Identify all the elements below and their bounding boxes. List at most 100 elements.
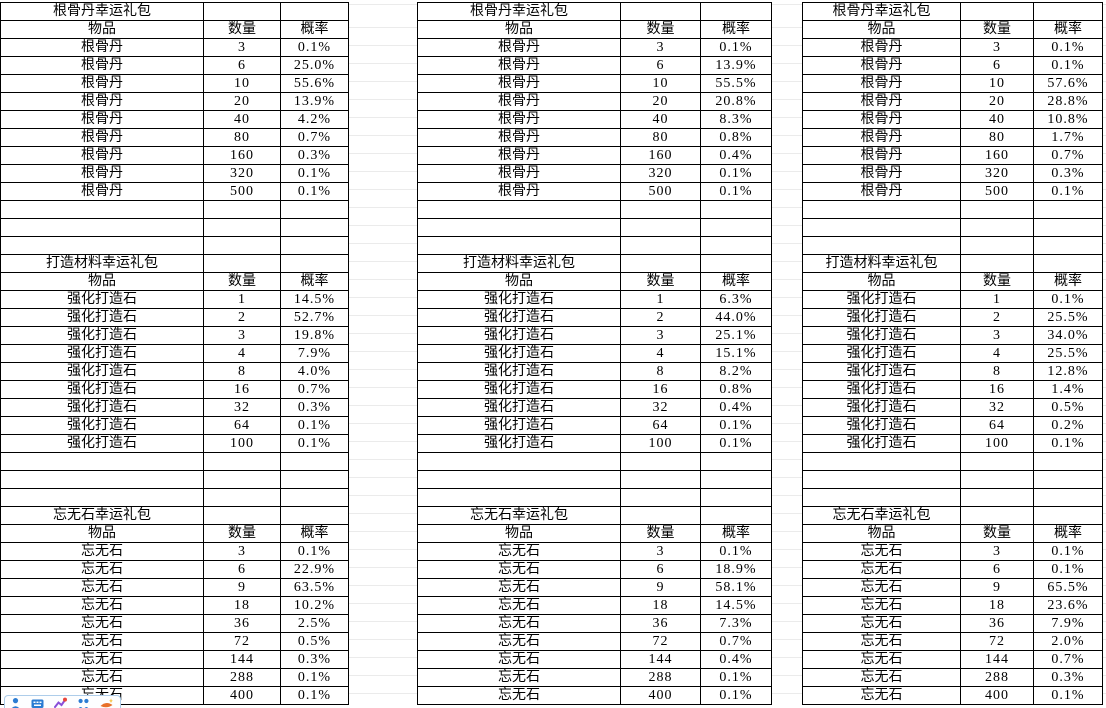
probability-cell[interactable]: 0.7%: [1034, 651, 1103, 669]
empty-cell[interactable]: [1034, 201, 1103, 219]
item-cell[interactable]: 强化打造石: [1, 399, 204, 417]
quantity-cell[interactable]: 4: [621, 345, 701, 363]
quantity-cell[interactable]: 64: [621, 417, 701, 435]
empty-cell[interactable]: [961, 255, 1034, 273]
probability-cell[interactable]: 0.1%: [281, 669, 349, 687]
users-icon[interactable]: [77, 697, 90, 708]
quantity-cell[interactable]: 40: [621, 111, 701, 129]
empty-cell[interactable]: [204, 237, 281, 255]
empty-cell[interactable]: [281, 453, 349, 471]
quantity-cell[interactable]: 2: [961, 309, 1034, 327]
item-cell[interactable]: 强化打造石: [803, 417, 961, 435]
item-cell[interactable]: 忘无石: [1, 543, 204, 561]
probability-cell[interactable]: 0.1%: [281, 543, 349, 561]
item-cell[interactable]: 忘无石: [1, 615, 204, 633]
item-cell[interactable]: 根骨丹: [1, 111, 204, 129]
item-cell[interactable]: 忘无石: [418, 651, 621, 669]
quantity-cell[interactable]: 32: [204, 399, 281, 417]
quantity-cell[interactable]: 100: [961, 435, 1034, 453]
probability-cell[interactable]: 22.9%: [281, 561, 349, 579]
probability-cell[interactable]: 8.3%: [701, 111, 772, 129]
empty-cell[interactable]: [204, 489, 281, 507]
quantity-cell[interactable]: 1: [621, 291, 701, 309]
quantity-cell[interactable]: 500: [204, 183, 281, 201]
quantity-cell[interactable]: 8: [204, 363, 281, 381]
item-cell[interactable]: 强化打造石: [803, 363, 961, 381]
empty-cell[interactable]: [281, 219, 349, 237]
quantity-cell[interactable]: 2: [204, 309, 281, 327]
item-cell[interactable]: 强化打造石: [418, 399, 621, 417]
quantity-cell[interactable]: 4: [204, 345, 281, 363]
item-cell[interactable]: 强化打造石: [1, 345, 204, 363]
empty-cell[interactable]: [961, 453, 1034, 471]
probability-cell[interactable]: 34.0%: [1034, 327, 1103, 345]
item-cell[interactable]: 强化打造石: [1, 417, 204, 435]
item-cell[interactable]: 忘无石: [803, 651, 961, 669]
item-cell[interactable]: 忘无石: [418, 561, 621, 579]
empty-cell[interactable]: [1, 453, 204, 471]
item-cell[interactable]: 忘无石: [803, 687, 961, 705]
empty-cell[interactable]: [1034, 471, 1103, 489]
item-cell[interactable]: 忘无石: [418, 633, 621, 651]
probability-cell[interactable]: 65.5%: [1034, 579, 1103, 597]
probability-cell[interactable]: 13.9%: [281, 93, 349, 111]
whale-icon[interactable]: [100, 697, 113, 708]
quantity-cell[interactable]: 10: [961, 75, 1034, 93]
item-cell[interactable]: 根骨丹: [803, 75, 961, 93]
empty-cell[interactable]: [961, 507, 1034, 525]
quantity-cell[interactable]: 3: [961, 543, 1034, 561]
item-cell[interactable]: 忘无石: [803, 615, 961, 633]
column-header-cell[interactable]: 数量: [961, 273, 1034, 291]
column-header-cell[interactable]: 物品: [418, 21, 621, 39]
empty-cell[interactable]: [803, 219, 961, 237]
column-header-cell[interactable]: 数量: [961, 21, 1034, 39]
probability-cell[interactable]: 0.1%: [1034, 291, 1103, 309]
quantity-cell[interactable]: 500: [961, 183, 1034, 201]
probability-cell[interactable]: 25.0%: [281, 57, 349, 75]
probability-cell[interactable]: 14.5%: [701, 597, 772, 615]
quantity-cell[interactable]: 1: [961, 291, 1034, 309]
item-cell[interactable]: 根骨丹: [418, 39, 621, 57]
column-header-cell[interactable]: 物品: [803, 273, 961, 291]
column-header-cell[interactable]: 数量: [621, 21, 701, 39]
empty-cell[interactable]: [1034, 237, 1103, 255]
quantity-cell[interactable]: 8: [621, 363, 701, 381]
quantity-cell[interactable]: 144: [961, 651, 1034, 669]
probability-cell[interactable]: 52.7%: [281, 309, 349, 327]
section-title-cell[interactable]: 打造材料幸运礼包: [803, 255, 961, 273]
item-cell[interactable]: 根骨丹: [1, 147, 204, 165]
empty-cell[interactable]: [281, 471, 349, 489]
probability-cell[interactable]: 0.1%: [281, 183, 349, 201]
quantity-cell[interactable]: 16: [621, 381, 701, 399]
item-cell[interactable]: 根骨丹: [1, 165, 204, 183]
item-cell[interactable]: 强化打造石: [803, 309, 961, 327]
quantity-cell[interactable]: 9: [204, 579, 281, 597]
item-cell[interactable]: 根骨丹: [1, 93, 204, 111]
probability-cell[interactable]: 0.1%: [701, 417, 772, 435]
quantity-cell[interactable]: 80: [961, 129, 1034, 147]
quantity-cell[interactable]: 3: [961, 39, 1034, 57]
empty-cell[interactable]: [621, 507, 701, 525]
quantity-cell[interactable]: 160: [204, 147, 281, 165]
item-cell[interactable]: 强化打造石: [803, 345, 961, 363]
section-title-cell[interactable]: 根骨丹幸运礼包: [418, 3, 621, 21]
item-cell[interactable]: 根骨丹: [418, 57, 621, 75]
quantity-cell[interactable]: 16: [204, 381, 281, 399]
probability-cell[interactable]: 0.1%: [701, 165, 772, 183]
quantity-cell[interactable]: 20: [204, 93, 281, 111]
section-title-cell[interactable]: 忘无石幸运礼包: [803, 507, 961, 525]
probability-cell[interactable]: 0.4%: [701, 399, 772, 417]
quantity-cell[interactable]: 3: [961, 327, 1034, 345]
item-cell[interactable]: 根骨丹: [1, 39, 204, 57]
column-header-cell[interactable]: 概率: [1034, 21, 1103, 39]
column-header-cell[interactable]: 数量: [621, 525, 701, 543]
quantity-cell[interactable]: 288: [961, 669, 1034, 687]
item-cell[interactable]: 根骨丹: [1, 129, 204, 147]
empty-cell[interactable]: [204, 471, 281, 489]
empty-cell[interactable]: [701, 237, 772, 255]
empty-cell[interactable]: [204, 255, 281, 273]
item-cell[interactable]: 强化打造石: [803, 435, 961, 453]
probability-cell[interactable]: 8.2%: [701, 363, 772, 381]
quantity-cell[interactable]: 6: [621, 561, 701, 579]
quantity-cell[interactable]: 6: [961, 561, 1034, 579]
